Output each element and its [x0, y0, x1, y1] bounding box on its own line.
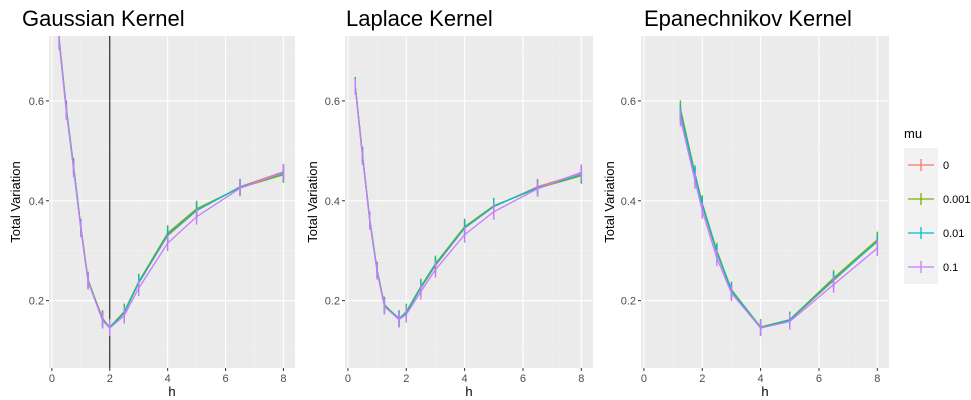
x-axis-title: h	[761, 384, 768, 399]
series-group	[58, 36, 285, 337]
y-tick-label: 0.6	[325, 96, 340, 108]
x-tick-labels: 0 2 4 6 8	[345, 368, 584, 385]
x-tick-label: 0	[345, 373, 351, 385]
x-axis-title: h	[465, 384, 472, 399]
x-tick-label: 4	[165, 373, 171, 385]
x-tick-labels: 0 2 4 6 8	[641, 368, 880, 385]
series-group	[354, 76, 583, 328]
x-tick-label: 2	[403, 373, 409, 385]
y-axis-title: Total Variation	[602, 161, 617, 242]
x-tick-label: 2	[107, 373, 113, 385]
y-axis-title: Total Variation	[8, 161, 23, 242]
y-tick-label: 0.6	[621, 96, 636, 108]
panel-epanechnikov: Epanechnikov Kernel 0 2 4 6 8 0.2 0.4 0.6 h To…	[602, 6, 889, 399]
series-group	[679, 100, 879, 337]
y-tick-label: 0.2	[621, 296, 636, 308]
x-tick-label: 6	[816, 373, 822, 385]
y-tick-labels: 0.2 0.4 0.6	[29, 96, 49, 308]
legend-label: 0.1	[943, 262, 958, 274]
x-tick-label: 8	[280, 373, 286, 385]
x-tick-label: 8	[874, 373, 880, 385]
x-tick-label: 4	[758, 373, 764, 385]
x-tick-label: 0	[49, 373, 55, 385]
x-tick-label: 0	[641, 373, 647, 385]
x-tick-label: 2	[699, 373, 705, 385]
y-tick-labels: 0.2 0.4 0.6	[325, 96, 345, 308]
legend-label: 0.01	[943, 228, 964, 240]
panel-gaussian: Gaussian Kernel 0 2 4 6 8 0.2 0.4 0.6 h Total …	[8, 6, 295, 399]
y-tick-label: 0.4	[325, 196, 340, 208]
x-tick-labels: 0 2 4 6 8	[49, 368, 286, 385]
x-tick-label: 8	[578, 373, 584, 385]
plot-background	[49, 36, 295, 368]
y-axis-title: Total Variation	[305, 161, 320, 242]
legend-title: mu	[904, 126, 922, 141]
chart-title: Laplace Kernel	[346, 6, 493, 31]
y-tick-label: 0.4	[621, 196, 636, 208]
legend-label: 0.001	[943, 194, 971, 206]
x-tick-label: 4	[462, 373, 468, 385]
chart-title: Epanechnikov Kernel	[644, 6, 852, 31]
y-tick-label: 0.4	[29, 196, 44, 208]
legend-items: 0 0.001 0.01 0.1	[904, 148, 971, 284]
panel-laplace: Laplace Kernel 0 2 4 6 8 0.2 0.4 0.6 h Total V…	[305, 6, 593, 399]
y-tick-labels: 0.2 0.4 0.6	[621, 96, 641, 308]
x-tick-label: 6	[222, 373, 228, 385]
gridlines	[641, 36, 889, 368]
legend-label: 0	[943, 160, 949, 172]
y-tick-label: 0.2	[29, 296, 44, 308]
legend: mu 0 0.001 0.01 0.1	[904, 126, 971, 284]
x-tick-label: 6	[520, 373, 526, 385]
y-tick-label: 0.6	[29, 96, 44, 108]
x-axis-title: h	[168, 384, 175, 399]
chart-title: Gaussian Kernel	[22, 6, 185, 31]
gridlines	[345, 36, 593, 368]
plot-background	[641, 36, 889, 368]
plot-background	[345, 36, 593, 368]
y-tick-label: 0.2	[325, 296, 340, 308]
